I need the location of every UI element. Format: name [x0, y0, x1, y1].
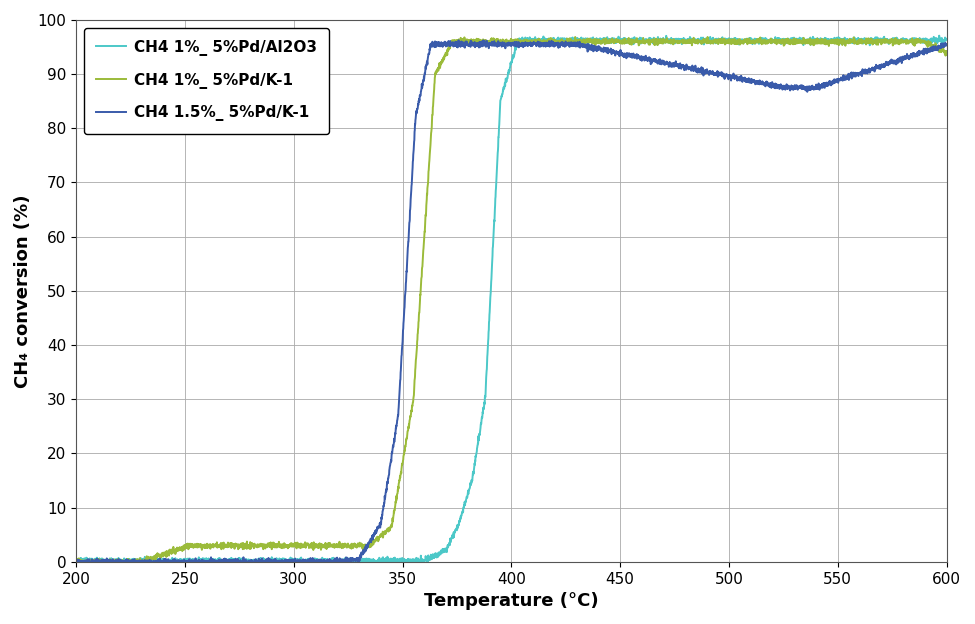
CH4 1%_ 5%Pd/Al2O3 — [484, 303, 495, 310]
Legend: CH4 1%_ 5%Pd/Al2O3, CH4 1%_ 5%Pd/K-1, CH4 1.5%_ 5%Pd/K-1: CH4 1%_ 5%Pd/Al2O3, CH4 1%_ 5%Pd/K-1, CH… — [84, 27, 330, 134]
Line: CH4 1%_ 5%Pd/K-1: CH4 1%_ 5%Pd/K-1 — [76, 37, 947, 562]
CH4 1.5%_ 5%Pd/K-1 — [436, 39, 448, 47]
CH4 1%_ 5%Pd/K-1 — [915, 36, 926, 43]
CH4 1%_ 5%Pd/K-1 — [871, 37, 882, 44]
CH4 1.5%_ 5%Pd/K-1 — [915, 49, 926, 56]
CH4 1.5%_ 5%Pd/K-1 — [485, 40, 496, 47]
Line: CH4 1.5%_ 5%Pd/K-1: CH4 1.5%_ 5%Pd/K-1 — [76, 41, 947, 562]
CH4 1%_ 5%Pd/K-1 — [484, 37, 495, 45]
CH4 1%_ 5%Pd/Al2O3 — [72, 558, 84, 565]
CH4 1%_ 5%Pd/Al2O3 — [436, 548, 448, 555]
CH4 1%_ 5%Pd/Al2O3 — [443, 541, 454, 548]
CH4 1%_ 5%Pd/Al2O3 — [703, 36, 715, 44]
CH4 1.5%_ 5%Pd/K-1 — [452, 37, 464, 44]
CH4 1%_ 5%Pd/Al2O3 — [933, 32, 945, 39]
CH4 1.5%_ 5%Pd/K-1 — [443, 39, 454, 46]
CH4 1.5%_ 5%Pd/K-1 — [70, 558, 82, 565]
CH4 1%_ 5%Pd/K-1 — [70, 557, 82, 565]
CH4 1%_ 5%Pd/Al2O3 — [915, 36, 926, 43]
CH4 1%_ 5%Pd/K-1 — [941, 47, 953, 55]
CH4 1%_ 5%Pd/Al2O3 — [941, 35, 953, 42]
Y-axis label: CH₄ conversion (%): CH₄ conversion (%) — [14, 194, 32, 388]
CH4 1.5%_ 5%Pd/K-1 — [871, 64, 882, 71]
CH4 1%_ 5%Pd/K-1 — [703, 39, 715, 46]
CH4 1%_ 5%Pd/K-1 — [70, 558, 82, 565]
CH4 1%_ 5%Pd/K-1 — [702, 33, 714, 41]
CH4 1.5%_ 5%Pd/K-1 — [703, 68, 715, 76]
CH4 1%_ 5%Pd/K-1 — [443, 42, 454, 50]
Line: CH4 1%_ 5%Pd/Al2O3: CH4 1%_ 5%Pd/Al2O3 — [76, 36, 947, 562]
CH4 1.5%_ 5%Pd/K-1 — [70, 558, 82, 565]
CH4 1%_ 5%Pd/Al2O3 — [871, 37, 882, 44]
CH4 1%_ 5%Pd/K-1 — [436, 57, 448, 64]
CH4 1%_ 5%Pd/Al2O3 — [70, 555, 82, 562]
CH4 1.5%_ 5%Pd/K-1 — [941, 40, 953, 47]
X-axis label: Temperature (°C): Temperature (°C) — [424, 592, 599, 610]
